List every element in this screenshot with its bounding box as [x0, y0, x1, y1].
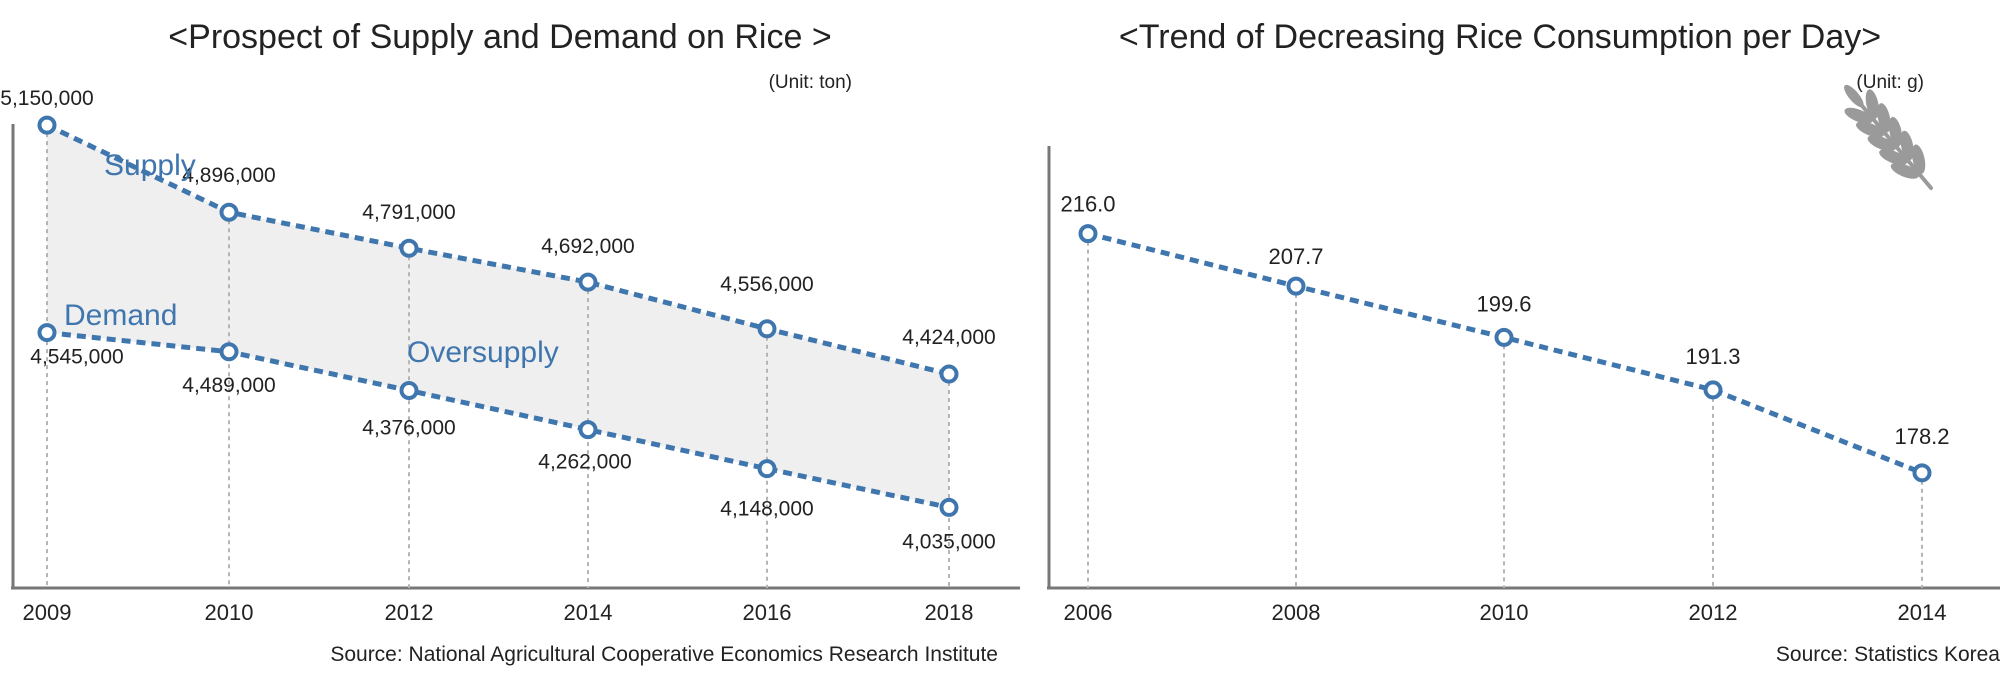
supply-line	[45, 122, 950, 377]
consumption-point	[1703, 380, 1723, 400]
demand-data-label: 4,376,000	[362, 417, 455, 440]
demand-data-label: 4,148,000	[720, 498, 813, 521]
rice-grain	[1877, 103, 1891, 133]
rice-stalk-icon	[1844, 84, 1933, 190]
consumption-point	[1912, 463, 1932, 483]
rice-grain	[1844, 107, 1873, 124]
supply-point	[37, 115, 57, 135]
supply-series-label: Supply	[104, 149, 196, 182]
rice-stalk-stem	[1848, 90, 1933, 190]
supply-data-label: 4,556,000	[720, 273, 813, 296]
supply-point	[219, 202, 239, 222]
supply-point	[399, 238, 419, 258]
consumption-data-label: 191.3	[1685, 344, 1740, 369]
demand-data-label: 4,262,000	[538, 451, 631, 474]
source-label: Source: Statistics Korea	[1775, 643, 2000, 666]
consumption-data-label: 199.6	[1476, 291, 1531, 316]
demand-data-label: 4,489,000	[182, 374, 275, 397]
demand-point	[757, 459, 777, 479]
rice-grain	[1879, 149, 1908, 165]
supply-point	[939, 364, 959, 384]
consumption-point	[1078, 224, 1098, 244]
consumption-data-label: 207.7	[1268, 244, 1323, 269]
source-label: Source: National Agricultural Cooperativ…	[330, 643, 998, 666]
oversupply-area	[47, 125, 949, 508]
unit-label: (Unit: ton)	[768, 72, 852, 93]
supply-data-label: 4,692,000	[541, 235, 634, 258]
unit-label: (Unit: g)	[1856, 72, 1924, 93]
rice-grain	[1865, 89, 1879, 119]
demand-series-label: Demand	[64, 299, 177, 332]
demand-point	[939, 497, 959, 517]
rice-grain	[1856, 121, 1885, 138]
x-tick-label: 2018	[925, 600, 974, 625]
rice-grain	[1888, 116, 1903, 147]
consumption-point	[1286, 276, 1306, 296]
x-tick-label: 2012	[1689, 600, 1738, 625]
rice-grain	[1900, 130, 1914, 161]
supply-data-label: 4,424,000	[902, 326, 995, 349]
chart-title: <Prospect of Supply and Demand on Rice >	[168, 18, 832, 56]
x-tick-label: 2014	[564, 600, 613, 625]
supply-demand-chart: 5,150,000 4,896,000 4,791,000 4,692,000 4,55…	[0, 87, 1020, 625]
demand-line	[46, 330, 950, 510]
oversupply-annotation: Oversupply	[407, 336, 559, 369]
x-tick-label: 2008	[1272, 600, 1321, 625]
rice-grain	[1844, 84, 1864, 108]
supply-point	[578, 272, 598, 292]
demand-point	[219, 342, 239, 362]
supply-point	[757, 319, 777, 339]
x-tick-label: 2010	[205, 600, 254, 625]
demand-data-label: 4,545,000	[30, 346, 123, 369]
supply-demand-chart-panel: <Prospect of Supply and Demand on Rice >…	[0, 18, 1020, 666]
demand-data-label: 4,035,000	[902, 530, 995, 553]
rice-grain	[1890, 162, 1919, 179]
x-tick-label: 2014	[1898, 600, 1947, 625]
x-tick-label: 2016	[743, 600, 792, 625]
rice-grain	[1911, 144, 1926, 174]
consumption-point	[1494, 327, 1514, 347]
consumption-data-label: 216.0	[1060, 192, 1115, 217]
x-tick-label: 2006	[1064, 600, 1113, 625]
chart-title: <Trend of Decreasing Rice Consumption pe…	[1118, 18, 1882, 56]
consumption-data-label: 178.2	[1894, 424, 1949, 449]
x-tick-label: 2009	[23, 600, 72, 625]
demand-point	[37, 323, 57, 343]
x-tick-label: 2012	[385, 600, 434, 625]
rice-grain	[1867, 135, 1896, 152]
rice-consumption-chart: 216.0 207.7 199.6 191.3 178.2 2006 2008 2010 201…	[1047, 84, 2000, 625]
supply-data-label: 4,896,000	[182, 164, 275, 187]
supply-data-label: 5,150,000	[0, 87, 93, 110]
demand-point	[578, 420, 598, 440]
demand-point	[399, 381, 419, 401]
rice-consumption-chart-panel: <Trend of Decreasing Rice Consumption pe…	[1020, 0, 2000, 674]
x-tick-label: 2010	[1480, 600, 1529, 625]
supply-data-label: 4,791,000	[362, 201, 455, 224]
